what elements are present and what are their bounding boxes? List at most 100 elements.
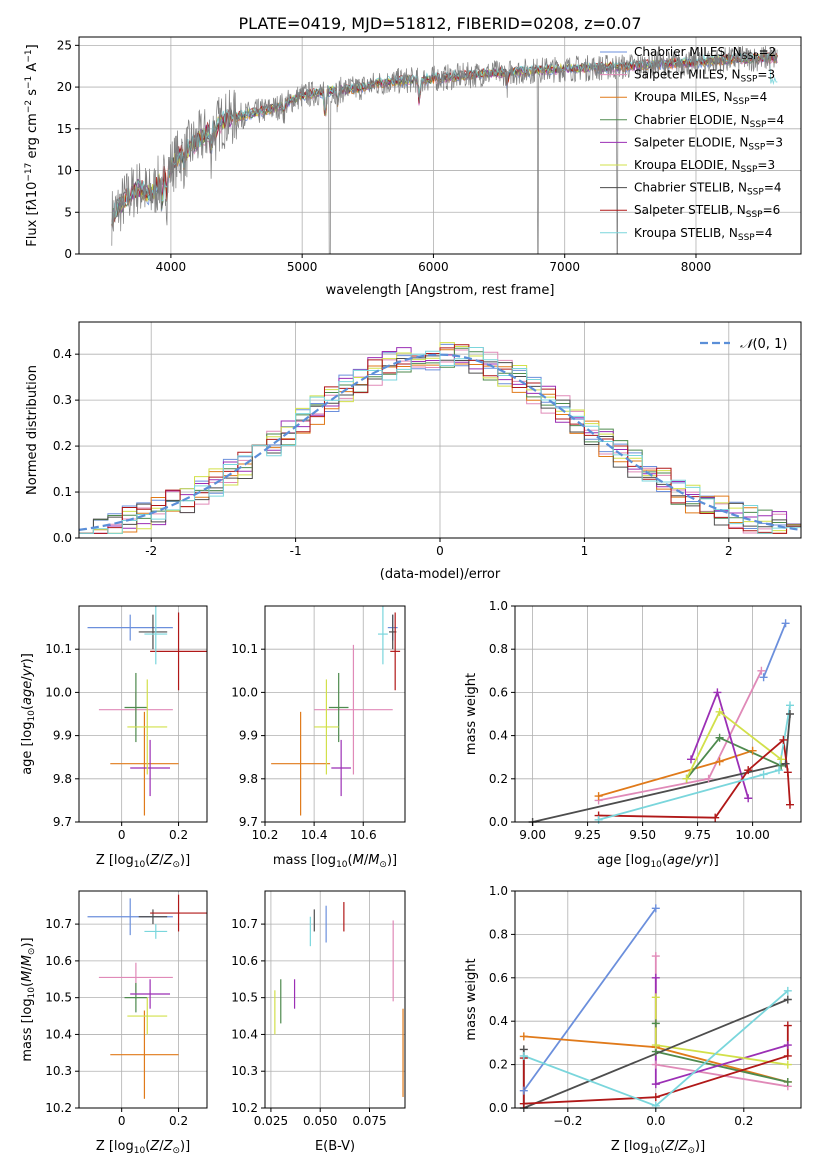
- weight-point-marker: [783, 1060, 792, 1069]
- residuals-xtick-label: 1: [581, 544, 589, 558]
- weight-point-marker: [651, 993, 660, 1002]
- weight-vs-Z-xtick-label: 0.0: [646, 1114, 665, 1128]
- figure-title-group: PLATE=0419, MJD=51812, FIBERID=0208, z=0…: [238, 14, 641, 33]
- weight-point-marker: [786, 710, 794, 718]
- residuals-ytick-label: 0.0: [53, 531, 72, 545]
- weight-vs-age-xtick-label: 10.00: [735, 828, 769, 842]
- weight-point-marker: [748, 746, 757, 755]
- weight-point-marker: [783, 1077, 792, 1086]
- weight-vs-Z-ytick-label: 0.4: [489, 1014, 508, 1028]
- weight-vs-age-xtick-label: 9.75: [684, 828, 711, 842]
- mass-vs-Z-plot-area: [87, 894, 207, 1099]
- legend-entry: Salpeter MILES, NSSP=3: [634, 68, 775, 85]
- weight-point-marker: [783, 1051, 792, 1060]
- weight-vs-Z-frame: [514, 890, 802, 1109]
- spectrum-frame: [78, 36, 802, 255]
- weight-vs-age-xtick-label: 9.25: [574, 828, 601, 842]
- legend-entry: Salpeter ELODIE, NSSP=3: [634, 135, 783, 152]
- age-vs-Z-plot-area: [87, 606, 207, 816]
- spectrum-xtick-label: 7000: [549, 260, 580, 274]
- weight-point-marker: [759, 770, 768, 779]
- age-vs-Z-xlabel: Z [log10(Z/Z⊙)]: [96, 853, 190, 870]
- residuals-plot-area: [79, 342, 801, 534]
- mass-vs-ebv-ytick-label: 10.5: [231, 991, 258, 1005]
- weight-series-line: [598, 705, 791, 821]
- weight-vs-Z-xtick-label: 0.2: [734, 1114, 753, 1128]
- weight-point-marker: [651, 1093, 660, 1102]
- age-vs-mass-ytick-label: 9.8: [239, 772, 258, 786]
- spectrum-ytick-label: 5: [64, 205, 72, 219]
- weight-point-marker: [651, 973, 660, 982]
- weight-point-marker: [651, 1019, 660, 1028]
- weight-vs-Z-ytick-label: 0.2: [489, 1058, 508, 1072]
- weight-series-line: [523, 907, 657, 1092]
- weight-point-marker: [651, 1041, 660, 1050]
- weight-vs-Z-ytick-label: 1.0: [489, 884, 508, 898]
- residuals-ytick-label: 0.4: [53, 347, 72, 361]
- weight-point-marker: [519, 1086, 528, 1095]
- weight-vs-age-frame: [514, 605, 802, 823]
- weight-point-marker: [775, 766, 783, 775]
- mass-vs-ebv-xtick-label: 0.025: [254, 1114, 288, 1128]
- spectrum-ytick-label: 15: [57, 122, 72, 136]
- figure-title: PLATE=0419, MJD=51812, FIBERID=0208, z=0…: [238, 14, 641, 33]
- mass-vs-ebv-xlabel: E(B-V): [315, 1139, 355, 1154]
- legend-entry: Kroupa MILES, NSSP=4: [634, 90, 767, 107]
- mass-vs-Z-xtick-label: 0.2: [169, 1114, 188, 1128]
- age-vs-mass-plot-area: [271, 606, 401, 816]
- weight-point-marker: [781, 619, 790, 628]
- spectrum-ytick-label: 0: [64, 247, 72, 261]
- age-vs-mass-ytick-label: 9.7: [239, 815, 258, 829]
- weight-point-marker: [519, 1032, 528, 1041]
- weight-point-marker: [783, 1041, 792, 1050]
- residuals-xtick-label: 0: [436, 544, 444, 558]
- weight-vs-age-ytick-label: 1.0: [489, 599, 508, 613]
- residuals-ytick-label: 0.2: [53, 439, 72, 453]
- age-vs-mass-ytick-label: 10.1: [231, 642, 258, 656]
- age-vs-mass-ytick-label: 9.9: [239, 729, 258, 743]
- weight-point-marker: [519, 1099, 528, 1108]
- spectrum-plot-area: [111, 45, 778, 254]
- weight-point-marker: [594, 815, 603, 824]
- mass-vs-ebv-ytick-label: 10.3: [231, 1064, 258, 1078]
- mass-vs-ebv-xtick-label: 0.050: [303, 1114, 337, 1128]
- mass-vs-ebv-ytick-label: 10.6: [231, 954, 258, 968]
- age-vs-mass-xtick-label: 10.6: [350, 828, 377, 842]
- age-vs-Z-ytick-label: 10.1: [45, 642, 72, 656]
- weight-point-marker: [715, 733, 724, 742]
- weight-vs-Z-xlabel: Z [log10(Z/Z⊙)]: [611, 1139, 705, 1156]
- weight-point-marker: [715, 707, 724, 716]
- mass-vs-Z-panel: 0 0.2 10.2 10.3 10.4 10.5 10.6 10.7 Z [log10(Z/Z…: [20, 890, 208, 1156]
- age-vs-Z-ytick-label: 9.9: [53, 729, 72, 743]
- weight-vs-age-ytick-label: 0.4: [489, 729, 508, 743]
- weight-vs-age-xlabel: age [log10(age/yr)]: [597, 853, 719, 870]
- mass-vs-Z-ylabel: mass [log10(M/M⊙)]: [20, 937, 37, 1061]
- age-vs-Z-xtick-label: 0: [118, 828, 126, 842]
- age-vs-mass-frame: [264, 605, 406, 823]
- histogram-series: [79, 347, 801, 534]
- age-vs-mass-xlabel: mass [log10(M/M⊙)]: [273, 853, 397, 870]
- weight-point-marker: [711, 813, 720, 822]
- spectrum-xtick-label: 5000: [287, 260, 318, 274]
- spectrum-xlabel: wavelength [Angstrom, rest frame]: [326, 283, 555, 298]
- mass-vs-ebv-frame: [264, 890, 406, 1109]
- age-vs-mass-ytick-label: 10.0: [231, 685, 258, 699]
- weight-vs-Z-xtick-label: −0.2: [553, 1114, 582, 1128]
- residuals-xtick-label: -2: [145, 544, 157, 558]
- legend-entry: Chabrier STELIB, NSSP=4: [634, 181, 782, 198]
- spectrum-ytick-label: 10: [57, 164, 72, 178]
- mass-vs-Z-xlabel: Z [log10(Z/Z⊙)]: [96, 1139, 190, 1156]
- weight-point-marker: [783, 1021, 792, 1030]
- mass-vs-ebv-ytick-label: 10.4: [231, 1027, 258, 1041]
- mass-vs-Z-ytick-label: 10.5: [45, 991, 72, 1005]
- weight-vs-age-ytick-label: 0.2: [489, 772, 508, 786]
- mass-vs-Z-ytick-label: 10.7: [45, 917, 72, 931]
- weight-point-marker: [651, 904, 660, 913]
- weight-point-marker: [783, 995, 792, 1004]
- spectrum-data-line: [111, 45, 778, 254]
- weight-vs-Z-ytick-label: 0.8: [489, 927, 508, 941]
- weight-series-line: [598, 738, 791, 819]
- weight-point-marker: [757, 666, 766, 675]
- weight-point-marker: [781, 759, 790, 768]
- spectrum-panel: 4000 5000 6000 7000 8000 0 5 10 15 20 25 wavelength…: [24, 36, 802, 298]
